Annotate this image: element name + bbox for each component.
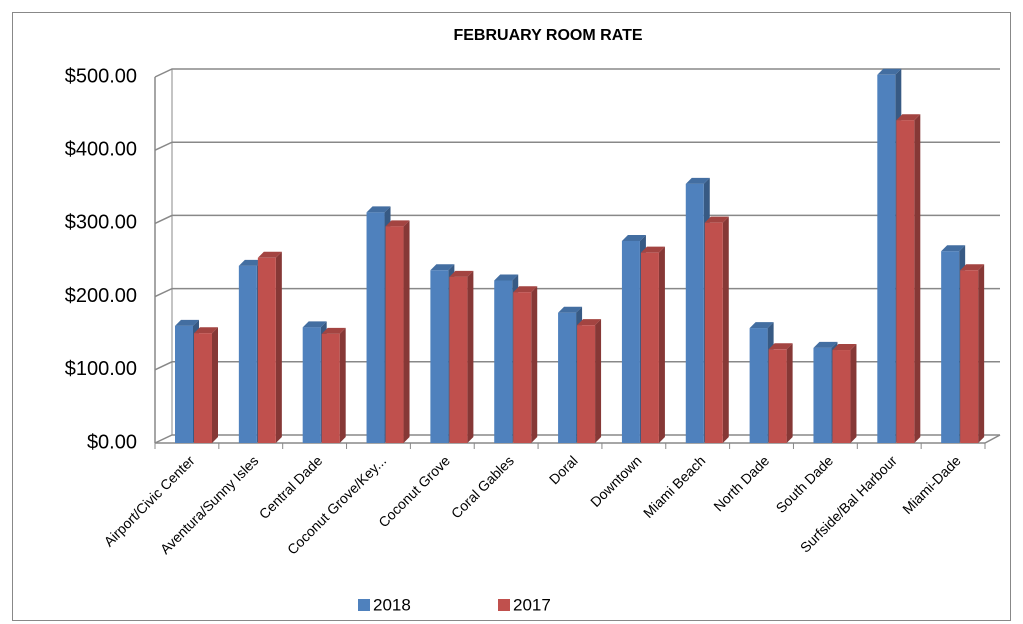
bar-front [813,347,832,443]
y-tick-label: $400.00 [65,138,137,160]
bar-top [640,246,665,253]
bar [194,327,218,443]
bar [768,343,793,443]
bar-front [768,349,787,443]
bar-front [257,257,276,443]
bar-top [238,259,263,266]
bar-top [513,286,538,293]
y-tick-label: $0.00 [87,431,137,453]
bar-front [704,222,723,443]
bar-front [385,226,404,443]
bar [896,114,921,444]
bar-top [704,216,729,223]
legend-label: 2017 [513,595,551,614]
bar [385,220,410,443]
bar-side [339,327,346,443]
bar-top [577,319,602,326]
bar-top [621,234,646,241]
bar-top [321,327,346,334]
bar-top [449,270,474,277]
bar-top [366,206,391,213]
bar-front [749,328,768,443]
bar-top [941,245,966,252]
bar-side [722,216,729,443]
y-tick-label: $100.00 [65,358,137,380]
bar-side [403,220,410,443]
bar-side [978,264,985,443]
bar-top [194,327,218,334]
chart-title: FEBRUARY ROOM RATE [453,27,642,44]
bar-side [275,251,282,443]
bar-side [531,286,538,443]
grid-line [154,141,1000,151]
bar-side [658,246,665,443]
bar-front [941,251,960,443]
bar-front [877,74,896,443]
bar-top [558,306,583,313]
bar [704,216,729,443]
grid-line [154,214,1000,225]
bar-top [257,251,282,258]
bar-front [558,312,577,443]
bar-front [640,252,659,443]
bar-side [786,343,793,443]
y-tick-label: $300.00 [65,212,137,234]
bar-front [832,350,851,443]
bar-top [430,264,455,271]
bar [832,344,857,443]
bar-top [685,177,710,184]
bar [577,319,602,443]
bar [513,286,538,443]
bar-front [194,333,212,443]
bar-front [175,325,193,443]
bar-top [768,343,793,350]
bar [257,251,282,443]
bar-front [685,183,704,443]
bar-side [595,319,602,443]
grid-line [154,68,1000,78]
bar-top [385,220,410,227]
bar [640,246,665,443]
bar-top [877,68,902,75]
bar-front [238,265,257,443]
legend-label: 2018 [373,595,411,614]
bar-front [430,270,449,443]
bar [449,270,474,443]
bar-top [175,319,199,326]
bar-top [813,341,838,348]
bar [960,264,985,443]
bar-front [621,240,640,443]
bar-front [494,280,513,443]
bar-front [366,212,385,443]
bar-front [302,327,321,443]
bar-front [577,325,596,443]
bar [321,327,346,443]
bar-top [749,322,774,329]
bar-front [449,276,468,443]
y-tick-label: $200.00 [65,285,137,307]
bar-front [896,120,915,444]
y-tick-label: $500.00 [65,65,137,87]
bar-top [494,274,519,281]
bar-front [960,270,979,443]
bar-side [467,270,474,443]
bar-top [896,114,921,121]
bar-top [302,321,327,328]
bar-front [513,292,532,443]
bar-front [321,333,340,443]
bar-side [850,344,857,443]
bar-top [960,264,985,271]
legend-swatch [358,599,370,611]
bar-side [914,114,921,444]
bar-top [832,344,857,351]
bar-side [212,327,218,443]
legend-swatch [498,599,510,611]
